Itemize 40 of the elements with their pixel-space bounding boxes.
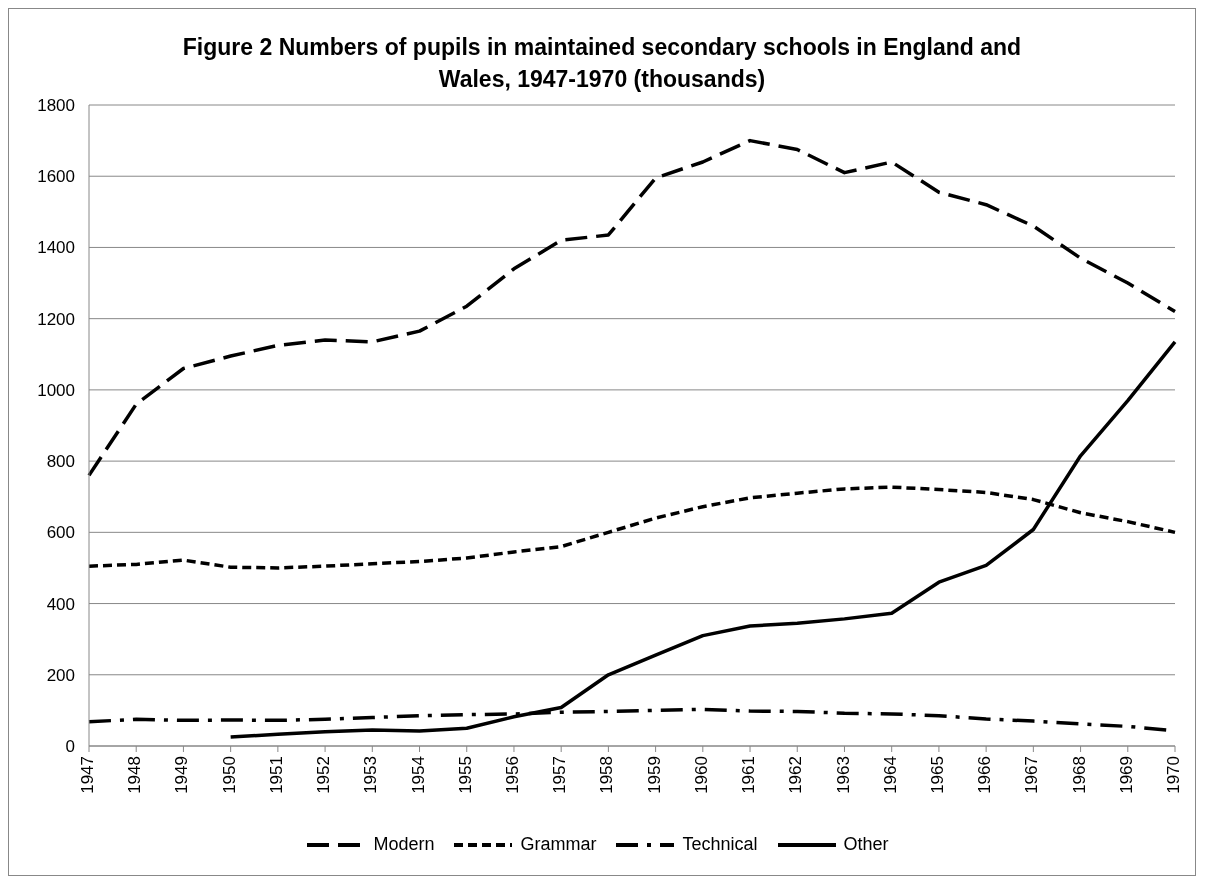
y-tick-label: 1400 (37, 238, 75, 258)
x-tick-label: 1963 (833, 756, 853, 794)
y-tick-label: 1000 (37, 380, 75, 400)
x-tick-label: 1947 (78, 756, 98, 794)
legend-label: Modern (373, 834, 435, 855)
y-tick-label: 200 (46, 665, 75, 685)
x-tick-label: 1948 (125, 756, 145, 794)
y-tick-label: 1200 (37, 309, 75, 329)
y-tick-label: 0 (65, 737, 75, 757)
x-tick-label: 1959 (644, 756, 664, 794)
x-tick-label: 1950 (219, 756, 239, 794)
x-tick-label: 1954 (408, 756, 428, 794)
y-tick-label: 400 (46, 594, 75, 614)
x-tick-label: 1955 (455, 756, 475, 794)
legend-label: Other (843, 834, 889, 855)
x-tick-label: 1960 (691, 756, 711, 794)
x-tick-label: 1969 (1116, 756, 1136, 794)
chart-title: Figure 2 Numbers of pupils in maintained secondary schools in England and Wales, 1947-1970 (thousands) (181, 33, 1023, 94)
y-tick-label: 800 (46, 452, 75, 472)
x-tick-label: 1958 (597, 756, 617, 794)
x-tick-label: 1952 (314, 756, 334, 794)
x-tick-label: 1964 (880, 756, 900, 794)
x-tick-label: 1949 (172, 756, 192, 794)
legend-label: Grammar (520, 834, 597, 855)
x-tick-label: 1966 (975, 756, 995, 794)
x-tick-label: 1957 (550, 756, 570, 794)
x-tick-label: 1961 (739, 756, 759, 794)
x-tick-label: 1953 (361, 756, 381, 794)
x-tick-label: 1956 (503, 756, 523, 794)
x-tick-label: 1970 (1164, 756, 1184, 794)
x-tick-label: 1951 (266, 756, 286, 794)
line-series (87, 138, 1177, 478)
x-tick-label: 1965 (927, 756, 947, 794)
x-tick-label: 1968 (1069, 756, 1089, 794)
x-tick-label: 1967 (1022, 756, 1042, 794)
y-tick-label: 600 (46, 523, 75, 543)
y-tick-label: 1800 (37, 96, 75, 116)
x-tick-label: 1962 (786, 756, 806, 794)
y-tick-label: 1600 (37, 167, 75, 187)
legend-label: Technical (682, 834, 758, 855)
